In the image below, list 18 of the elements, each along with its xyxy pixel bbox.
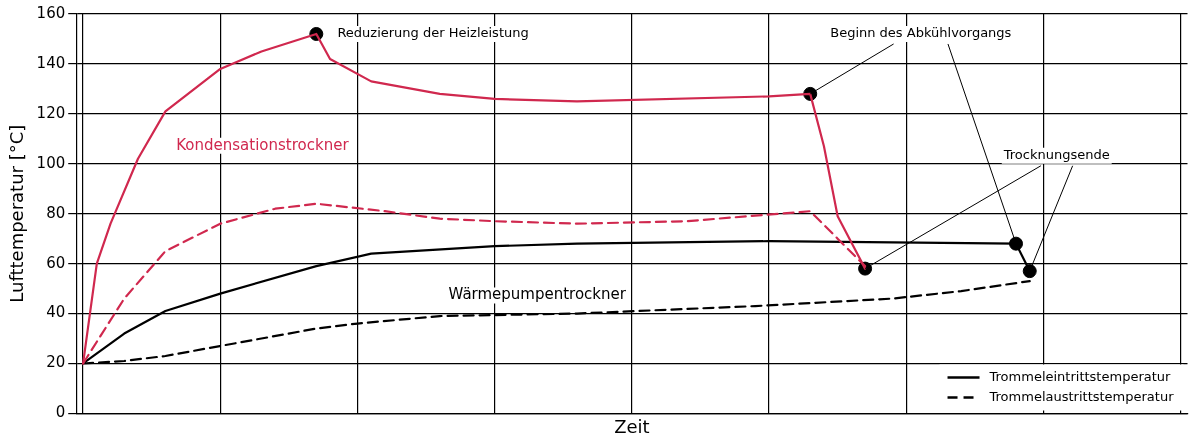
y-tick-label: 160	[36, 3, 66, 22]
y-tick-label: 80	[46, 203, 66, 222]
y-axis-title: Lufttemperatur [°C]	[6, 124, 28, 303]
annotation: Wärmepumpentrockner	[448, 285, 627, 304]
y-tick-label: 40	[46, 303, 66, 322]
y-tick-label: 0	[55, 403, 66, 422]
y-tick-label: 60	[46, 253, 66, 272]
annotation: Trocknungsende	[1002, 147, 1110, 163]
x-axis-title: Zeit	[614, 415, 650, 437]
legend-label: Trommeleintrittstemperatur	[988, 368, 1172, 384]
annotation: Kondensationstrockner	[176, 135, 350, 154]
legend-label: Trommelaustrittstemperatur	[988, 388, 1175, 404]
annotation: Reduzierung der Heizleistung	[337, 25, 529, 41]
y-tick-label: 140	[36, 53, 66, 72]
y-tick-label: 120	[36, 103, 66, 122]
y-tick-label: 20	[46, 353, 66, 372]
annotation: Beginn des Abkühlvorgangs	[830, 25, 1012, 41]
y-tick-label: 100	[36, 153, 66, 172]
